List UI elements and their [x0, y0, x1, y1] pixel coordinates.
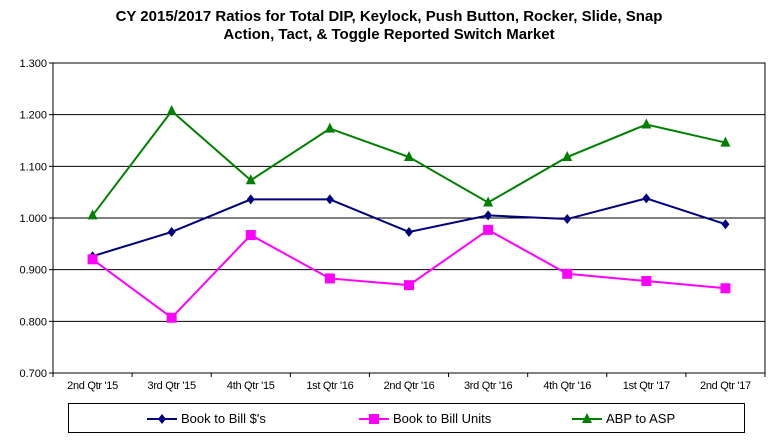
x-tick-label: 2nd Qtr '17	[700, 380, 751, 392]
data-point-1-6	[562, 268, 573, 279]
legend-marker	[369, 413, 379, 424]
series-line-2	[91, 109, 726, 217]
data-point-2-2	[245, 174, 256, 185]
legend-swatch	[147, 413, 177, 424]
data-point-1-0	[87, 254, 98, 265]
chart-title-line-2: Action, Tact, & Toggle Reported Switch M…	[223, 26, 555, 43]
data-point-1-8	[720, 283, 731, 294]
legend-swatch	[359, 413, 389, 424]
data-point-1-7	[641, 276, 652, 287]
x-tick-label: 4th Qtr '16	[543, 380, 591, 392]
legend-swatch	[572, 412, 602, 423]
data-point-2-4	[404, 151, 414, 162]
data-point-0-6	[563, 214, 572, 225]
data-point-2-8	[720, 136, 731, 147]
data-point-1-5	[483, 224, 494, 235]
legend-item: Book to Bill Units	[359, 411, 491, 426]
data-point-2-5	[483, 196, 494, 207]
plot-border	[52, 62, 766, 374]
chart-title-line-1: CY 2015/2017 Ratios for Total DIP, Keylo…	[115, 8, 663, 25]
data-point-0-1	[167, 226, 176, 237]
data-point-2-3	[324, 122, 335, 133]
y-tick-label: 1.300	[19, 58, 47, 70]
x-tick-label: 3rd Qtr '15	[148, 380, 197, 392]
x-tick-label: 2nd Qtr '16	[384, 380, 435, 392]
data-point-1-3	[324, 273, 335, 284]
data-point-1-2	[245, 230, 256, 241]
data-point-2-6	[562, 151, 573, 162]
y-tick-label: 0.900	[19, 265, 47, 277]
data-point-0-4	[405, 226, 413, 237]
data-point-0-3	[325, 194, 334, 205]
legend-label: Book to Bill Units	[393, 411, 492, 426]
data-point-2-1	[166, 105, 177, 116]
series-line-1	[91, 228, 726, 320]
data-point-0-5	[484, 210, 493, 221]
data-point-2-7	[641, 118, 652, 129]
y-tick-label: 1.100	[19, 161, 47, 173]
y-tick-label: 1.200	[19, 110, 47, 122]
legend-label: Book to Bill $'s	[181, 411, 266, 426]
y-tick-label: 0.800	[19, 316, 47, 328]
legend-marker	[158, 413, 166, 424]
legend-item: Book to Bill $'s	[147, 411, 266, 426]
legend-marker	[582, 412, 592, 423]
data-point-0-8	[721, 219, 730, 230]
x-tick-label: 2nd Qtr '15	[67, 380, 118, 392]
data-point-1-4	[404, 280, 414, 291]
data-point-0-7	[642, 193, 651, 204]
legend-item: ABP to ASP	[572, 411, 675, 426]
data-point-2-0	[87, 209, 98, 220]
x-tick-label: 4th Qtr '15	[227, 380, 275, 392]
data-point-1-1	[166, 312, 177, 323]
legend-label: ABP to ASP	[606, 411, 676, 426]
x-tick-label: 1st Qtr '17	[623, 380, 670, 392]
x-tick-label: 1st Qtr '16	[306, 380, 353, 392]
legend: Book to Bill $'s Book to Bill Units ABP to…	[68, 403, 745, 433]
x-tick-label: 3rd Qtr '16	[464, 380, 513, 392]
y-tick-label: 0.700	[19, 368, 47, 380]
y-tick-label: 1.000	[19, 213, 47, 225]
data-point-0-2	[246, 194, 255, 205]
